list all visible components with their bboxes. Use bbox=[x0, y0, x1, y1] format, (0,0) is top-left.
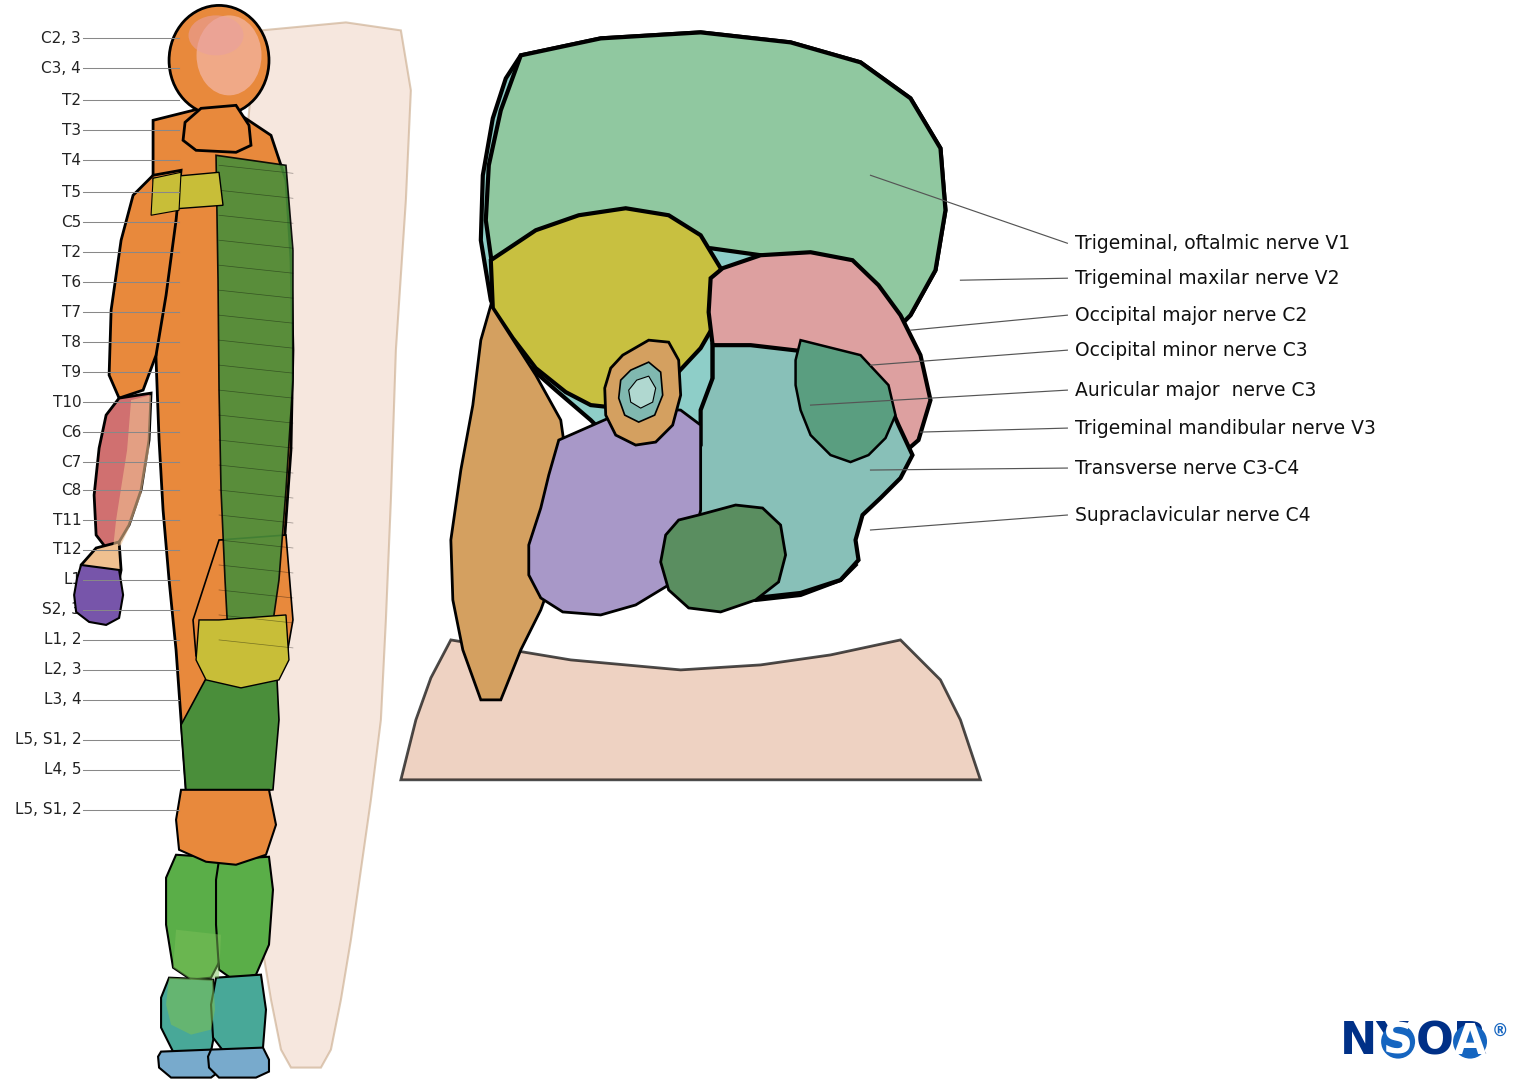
Polygon shape bbox=[208, 1048, 268, 1078]
Text: L1: L1 bbox=[63, 572, 81, 588]
Polygon shape bbox=[81, 542, 121, 598]
Polygon shape bbox=[402, 640, 981, 780]
Polygon shape bbox=[166, 854, 225, 980]
Text: L3, 4: L3, 4 bbox=[43, 692, 81, 707]
Text: S: S bbox=[1383, 1021, 1413, 1063]
Text: T8: T8 bbox=[63, 335, 81, 350]
Polygon shape bbox=[796, 340, 895, 462]
Polygon shape bbox=[158, 1050, 219, 1078]
Text: OR: OR bbox=[1416, 1021, 1489, 1063]
Text: C7: C7 bbox=[61, 455, 81, 470]
Text: T11: T11 bbox=[52, 513, 81, 527]
Text: T6: T6 bbox=[61, 274, 81, 289]
Text: T1: T1 bbox=[198, 363, 216, 378]
Text: Trigeminal maxilar nerve V2: Trigeminal maxilar nerve V2 bbox=[1075, 269, 1340, 287]
Polygon shape bbox=[604, 340, 681, 445]
Polygon shape bbox=[212, 974, 267, 1057]
Polygon shape bbox=[486, 32, 946, 346]
Text: C8: C8 bbox=[61, 483, 81, 498]
Text: Auricular major  nerve C3: Auricular major nerve C3 bbox=[1075, 380, 1317, 400]
Text: T2: T2 bbox=[63, 93, 81, 108]
Text: T9: T9 bbox=[61, 365, 81, 380]
Text: T5: T5 bbox=[63, 185, 81, 200]
Polygon shape bbox=[451, 306, 570, 700]
Polygon shape bbox=[216, 856, 273, 980]
Polygon shape bbox=[166, 977, 215, 1035]
Polygon shape bbox=[176, 789, 276, 865]
Polygon shape bbox=[74, 565, 123, 625]
Polygon shape bbox=[113, 395, 152, 548]
Text: L2, 3: L2, 3 bbox=[43, 662, 81, 677]
Text: A: A bbox=[1453, 1021, 1485, 1063]
Polygon shape bbox=[193, 535, 293, 672]
Polygon shape bbox=[181, 658, 279, 795]
Polygon shape bbox=[619, 362, 662, 422]
Polygon shape bbox=[481, 32, 946, 600]
Polygon shape bbox=[152, 173, 181, 215]
Text: C5: C5 bbox=[61, 215, 81, 230]
Ellipse shape bbox=[196, 15, 262, 95]
Polygon shape bbox=[173, 930, 221, 980]
Circle shape bbox=[1381, 1025, 1415, 1058]
Text: L1, 2: L1, 2 bbox=[43, 633, 81, 647]
Polygon shape bbox=[196, 615, 288, 688]
Text: S2, 3: S2, 3 bbox=[43, 603, 81, 618]
Polygon shape bbox=[94, 393, 152, 548]
Text: C2, 3: C2, 3 bbox=[41, 31, 81, 45]
Text: Supraclavicular nerve C4: Supraclavicular nerve C4 bbox=[1075, 505, 1311, 525]
Polygon shape bbox=[182, 106, 251, 152]
Text: T10: T10 bbox=[52, 394, 81, 409]
Text: T2: T2 bbox=[63, 245, 81, 259]
Text: T12: T12 bbox=[52, 542, 81, 557]
Polygon shape bbox=[153, 108, 293, 789]
Text: C3, 4: C3, 4 bbox=[41, 60, 81, 76]
Polygon shape bbox=[216, 156, 293, 654]
Polygon shape bbox=[679, 346, 912, 598]
Circle shape bbox=[1453, 1025, 1487, 1058]
Text: Transverse nerve C3-C4: Transverse nerve C3-C4 bbox=[1075, 459, 1300, 477]
Text: Occipital major nerve C2: Occipital major nerve C2 bbox=[1075, 306, 1308, 325]
Polygon shape bbox=[153, 173, 222, 211]
Text: T4: T4 bbox=[63, 152, 81, 167]
Text: L5, S1, 2: L5, S1, 2 bbox=[14, 802, 81, 818]
Text: C6: C6 bbox=[61, 424, 81, 440]
Text: L5, S1, 2: L5, S1, 2 bbox=[14, 732, 81, 747]
Polygon shape bbox=[529, 408, 701, 615]
Polygon shape bbox=[679, 253, 931, 598]
Ellipse shape bbox=[169, 5, 268, 116]
Text: T3: T3 bbox=[61, 123, 81, 138]
Text: Occipital minor nerve C3: Occipital minor nerve C3 bbox=[1075, 340, 1308, 360]
Text: Trigeminal mandibular nerve V3: Trigeminal mandibular nerve V3 bbox=[1075, 419, 1377, 437]
Polygon shape bbox=[629, 376, 656, 408]
Ellipse shape bbox=[189, 15, 244, 55]
Polygon shape bbox=[225, 23, 411, 1068]
Polygon shape bbox=[161, 977, 216, 1059]
Polygon shape bbox=[109, 171, 181, 399]
Polygon shape bbox=[661, 505, 785, 612]
Text: ®: ® bbox=[1492, 1023, 1508, 1041]
Text: T7: T7 bbox=[63, 305, 81, 320]
Polygon shape bbox=[491, 208, 722, 408]
Text: Trigeminal, oftalmic nerve V1: Trigeminal, oftalmic nerve V1 bbox=[1075, 233, 1351, 253]
Text: L4, 5: L4, 5 bbox=[43, 762, 81, 778]
Text: NY: NY bbox=[1340, 1021, 1409, 1063]
